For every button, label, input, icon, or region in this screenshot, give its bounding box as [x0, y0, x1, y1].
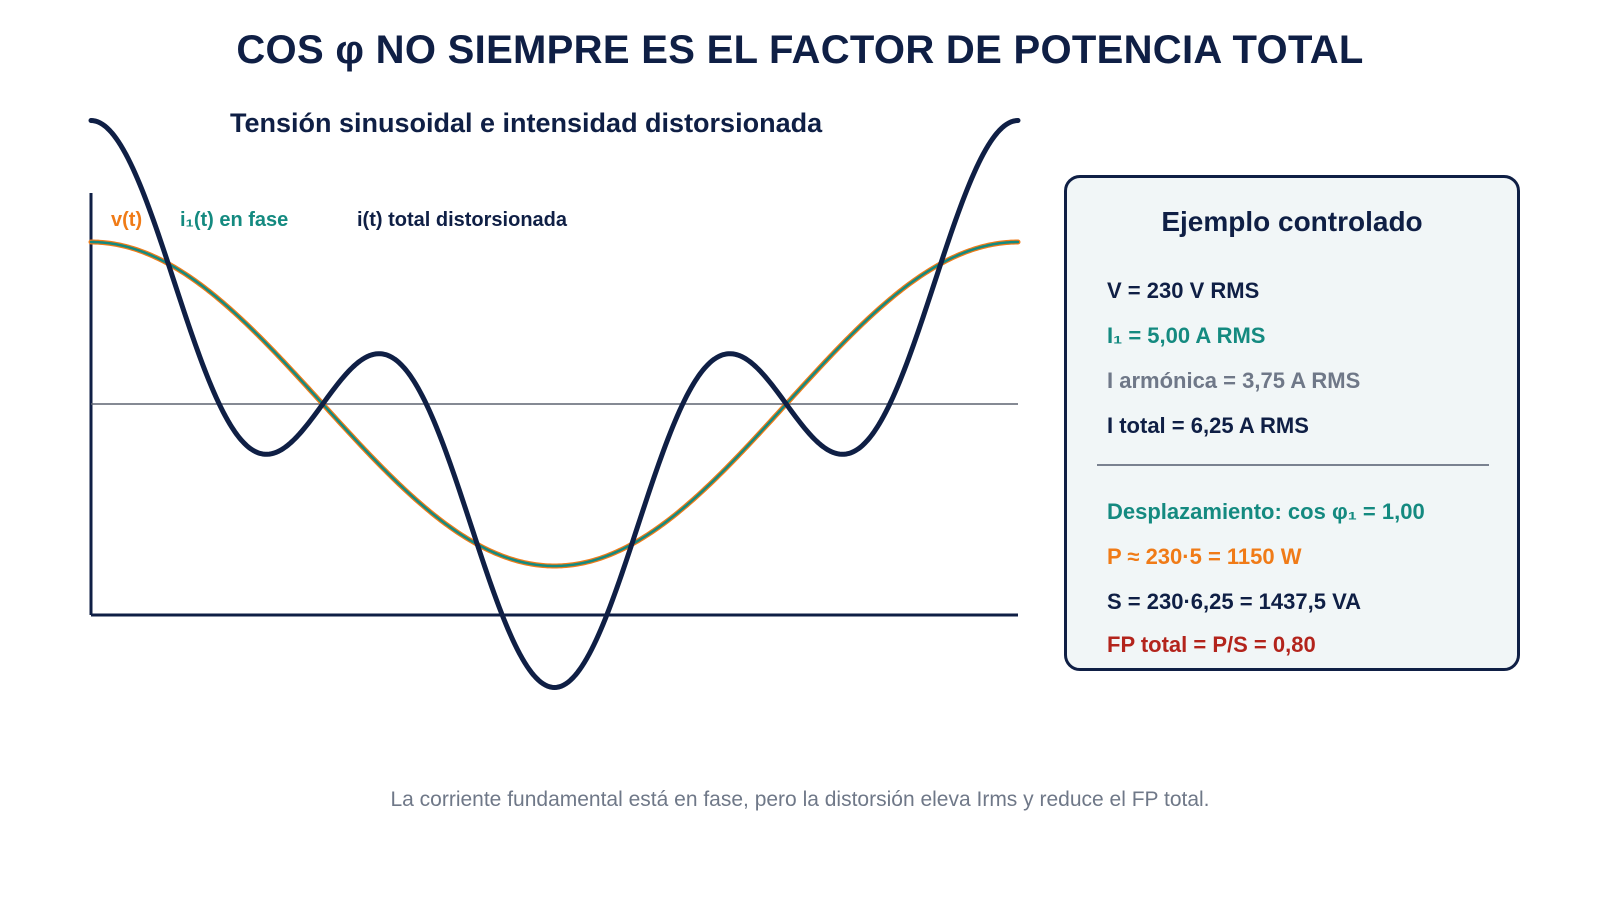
legend-item-0: v(t) — [111, 209, 142, 231]
example-panel: Ejemplo controlado V = 230 V RMS I₁ = 5,… — [1064, 175, 1520, 671]
chart-title: Tensión sinusoidal e intensidad distorsi… — [230, 108, 823, 138]
series-line-fundamental-current — [89, 240, 1020, 568]
panel-divider — [1097, 464, 1489, 466]
harmonic-current-line: I armónica = 3,75 A RMS — [1107, 368, 1361, 393]
total-current-line: I total = 6,25 A RMS — [1107, 413, 1309, 438]
voltage-line: V = 230 V RMS — [1107, 278, 1260, 303]
series-line-total-current — [88, 118, 1021, 690]
apparent-power-line: S = 230·6,25 = 1437,5 VA — [1107, 589, 1361, 614]
legend-item-1: i₁(t) en fase — [180, 209, 288, 231]
displacement-line: Desplazamiento: cos φ₁ = 1,00 — [1107, 499, 1425, 524]
legend-item-2: i(t) total distorsionada — [357, 209, 568, 231]
footnote: La corriente fundamental está en fase, p… — [390, 788, 1210, 811]
power-factor-line: FP total = P/S = 0,80 — [1107, 632, 1316, 657]
waveform-chart: v(t) i₁(t) en fase i(t) total distorsionad… — [88, 118, 1021, 690]
fundamental-current-line: I₁ = 5,00 A RMS — [1107, 323, 1266, 348]
active-power-line: P ≈ 230·5 = 1150 W — [1107, 544, 1302, 569]
page-title: COS φ NO SIEMPRE ES EL FACTOR DE POTENCI… — [236, 28, 1364, 72]
panel-title: Ejemplo controlado — [1161, 206, 1423, 237]
